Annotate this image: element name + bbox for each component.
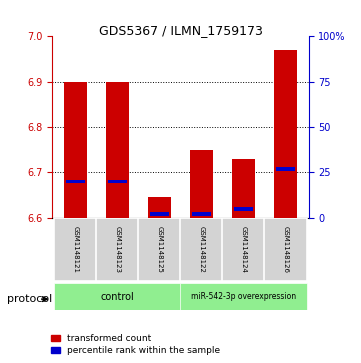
Text: GDS5367 / ILMN_1759173: GDS5367 / ILMN_1759173 [99,24,262,37]
Text: protocol: protocol [7,294,52,305]
Text: GSM1148125: GSM1148125 [156,226,162,273]
Bar [106,82,129,218]
Bar [232,159,255,218]
Bar [264,218,307,281]
Bar [138,218,181,281]
Legend: transformed count, percentile rank within the sample: transformed count, percentile rank withi… [52,334,220,355]
Bar [274,50,297,218]
Text: control: control [101,292,134,302]
Bar [96,218,139,281]
Text: GSM1148122: GSM1148122 [199,226,205,273]
Bar [108,180,127,183]
Bar [54,218,97,281]
Bar [54,283,181,310]
Text: GSM1148124: GSM1148124 [240,226,247,273]
Text: miR-542-3p overexpression: miR-542-3p overexpression [191,292,296,301]
Bar [192,212,211,216]
Bar [222,218,265,281]
Bar [150,212,169,216]
Bar [148,197,171,218]
Bar [190,150,213,218]
Text: GSM1148123: GSM1148123 [114,226,121,273]
Bar [64,82,87,218]
Bar [180,218,223,281]
Bar [66,180,85,183]
Bar [276,167,295,171]
Text: GSM1148126: GSM1148126 [283,226,288,273]
Bar [234,207,253,211]
Bar [180,283,307,310]
Text: GSM1148121: GSM1148121 [73,226,78,273]
